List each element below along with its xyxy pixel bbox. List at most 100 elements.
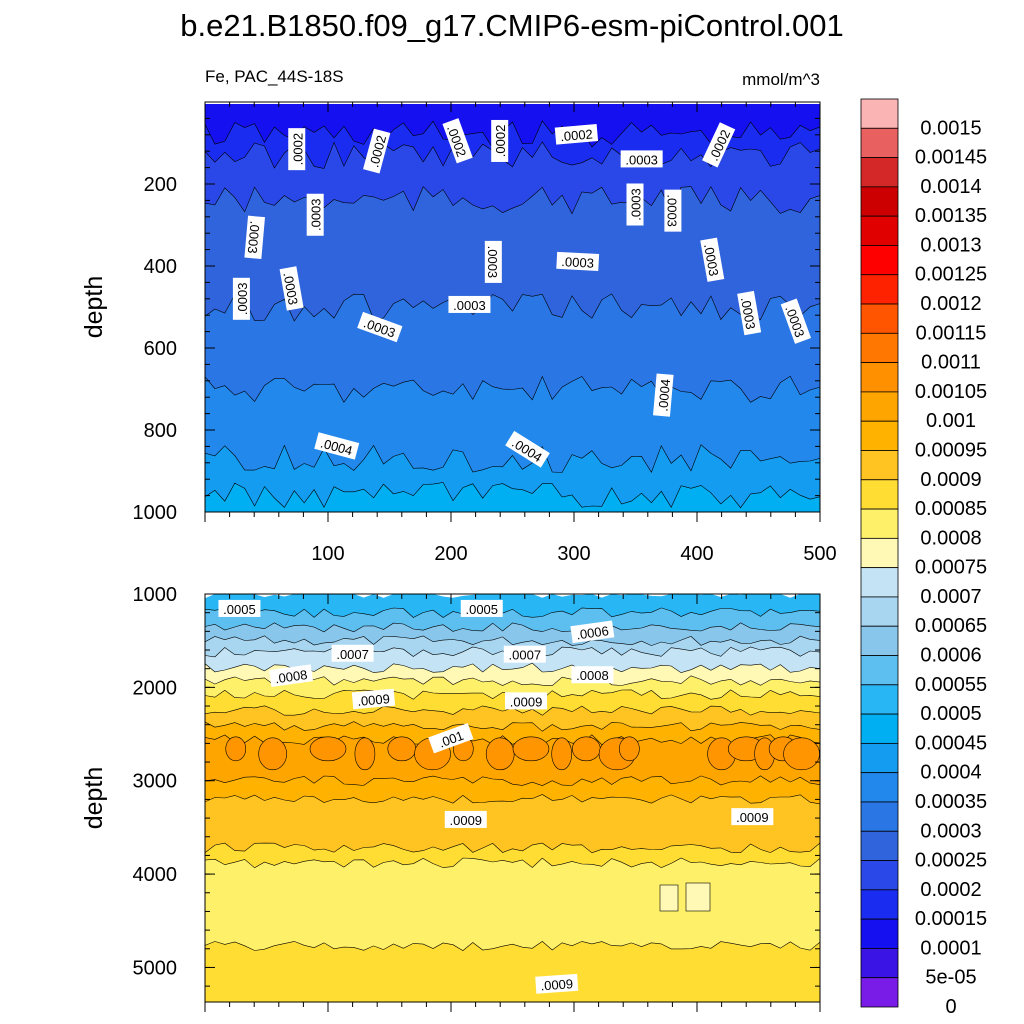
colorbar-label: 0.00085 (915, 498, 987, 520)
colorbar-label: 0.0011 (921, 352, 981, 374)
contour-label: .0003 (279, 266, 304, 311)
contour-label-bg (288, 128, 306, 171)
contour-label-text: .0004 (655, 378, 673, 412)
contour-label: .0009 (444, 810, 487, 828)
plot-frame (204, 593, 821, 1003)
contour-patch (659, 884, 679, 912)
colorbar-label: 0.00095 (915, 439, 987, 461)
contour-label-text: .0003 (453, 298, 486, 313)
contour-blob (783, 737, 820, 771)
contour-blob (354, 737, 376, 771)
contour-label: .0003 (244, 215, 265, 260)
colorbar-label: 0.00135 (915, 205, 987, 227)
contour-label: .0009 (351, 688, 396, 710)
contour-label: .0003 (737, 290, 762, 336)
contour-label-bg (503, 645, 546, 663)
y-axis-label: depth (80, 767, 108, 830)
contour-label-text: .0003 (485, 246, 500, 279)
contour-blob (551, 737, 573, 771)
contour-label: .0009 (505, 692, 548, 710)
colorbar-swatch (860, 332, 899, 364)
contour-label: .0003 (620, 150, 663, 168)
contour-label: .0005 (218, 599, 261, 617)
contour-label-text: .0008 (576, 668, 609, 683)
contour-label-bg (491, 119, 509, 162)
contour-band (205, 941, 820, 1002)
y-tick-label: 1000 (133, 584, 178, 606)
x-tick-label: 400 (680, 543, 713, 565)
colorbar-label: 0 (945, 996, 956, 1018)
contour-label-bg (331, 644, 374, 662)
contour-label: .0003 (306, 193, 324, 236)
y-axis-label: depth (80, 276, 108, 339)
colorbar-swatch (860, 127, 899, 158)
contour-label-bg (652, 373, 674, 417)
colorbar-label: 0.00105 (915, 381, 987, 403)
colorbar-swatch (860, 567, 899, 598)
colorbar-label: 0.001 (926, 410, 976, 432)
colorbar-swatch (860, 303, 899, 334)
contour-label-bg (444, 810, 487, 828)
contour-label-text: .0002 (560, 126, 594, 144)
subtitle-units: mmol/m^3 (742, 70, 820, 89)
colorbar-swatch (860, 508, 899, 539)
contour-label: .0003 (664, 189, 682, 232)
figure-title: b.e21.B1850.f09_g17.CMIP6-esm-piControl.… (180, 8, 843, 43)
contour-label: .0007 (331, 644, 374, 662)
y-tick-label: 1000 (133, 502, 178, 524)
contour-blob (309, 736, 347, 762)
contour-label-bg (351, 688, 396, 710)
colorbar-label: 0.0014 (920, 176, 981, 198)
contour-label-text: .0003 (280, 271, 300, 306)
colorbar-swatch (860, 450, 899, 481)
contour-label-bg (556, 251, 600, 271)
lower-contour-panel: .0005 .0005 .0006 .0007 .0007 .0008 .0008 .0009… (80, 584, 821, 1012)
contour-label: .0002 (491, 119, 509, 162)
contour-blob (512, 736, 550, 762)
contour-label-bg (357, 311, 403, 343)
contour-patch (685, 882, 711, 912)
contour-label-bg (218, 599, 261, 617)
colorbar-swatch (860, 215, 899, 246)
colorbar-swatch (860, 596, 899, 627)
contour-label-bg (448, 295, 491, 313)
contour-label-text: .0006 (575, 623, 609, 642)
y-tick-label: 5000 (133, 957, 178, 979)
contour-label-bg (664, 189, 682, 232)
upper-contour-panel: .0002.0002.0002.0002.0002.0003.0002.0003… (80, 101, 837, 565)
colorbar-swatch (860, 742, 899, 774)
contour-label-text: .0009 (357, 691, 391, 709)
colorbar-swatch (860, 684, 899, 715)
colorbar-label: 0.00055 (915, 674, 987, 696)
contour-label-text: .0003 (701, 243, 721, 278)
contour-label-bg (626, 183, 644, 226)
colorbar-label: 0.0007 (920, 586, 981, 608)
contour-label-text: .0003 (738, 296, 758, 331)
contour-label: .0006 (570, 620, 615, 644)
contour-label-text: .0003 (235, 283, 250, 316)
contour-label-bg (737, 290, 762, 336)
colorbar-swatch (860, 713, 899, 744)
contour-label-text: .0008 (274, 667, 308, 686)
y-tick-label: 400 (144, 256, 177, 278)
colorbar-swatch (860, 479, 899, 510)
colorbar-label: 0.0005 (920, 703, 981, 725)
contour-label-text: .0003 (664, 194, 679, 227)
colorbar-swatch (860, 772, 899, 803)
contour-label-bg (484, 240, 502, 283)
contour-label-bg (702, 122, 736, 168)
colorbar-label: 0.0012 (920, 293, 981, 315)
colorbar-label: 0.0009 (920, 469, 981, 491)
contour-label-bg (505, 430, 550, 468)
colorbar-swatch (860, 186, 899, 217)
contour-label-bg (314, 432, 360, 460)
y-tick-label: 800 (144, 420, 177, 442)
contour-label-text: .0002 (493, 125, 508, 158)
contour-label-text: .0005 (223, 602, 256, 617)
contour-label: .0003 (556, 251, 600, 271)
contour-label-text: .0009 (736, 810, 769, 825)
contour-label: .0002 (288, 128, 306, 171)
contour-label-bg (442, 118, 473, 164)
colorbar-swatch (860, 918, 899, 949)
colorbar-swatch (860, 948, 899, 979)
